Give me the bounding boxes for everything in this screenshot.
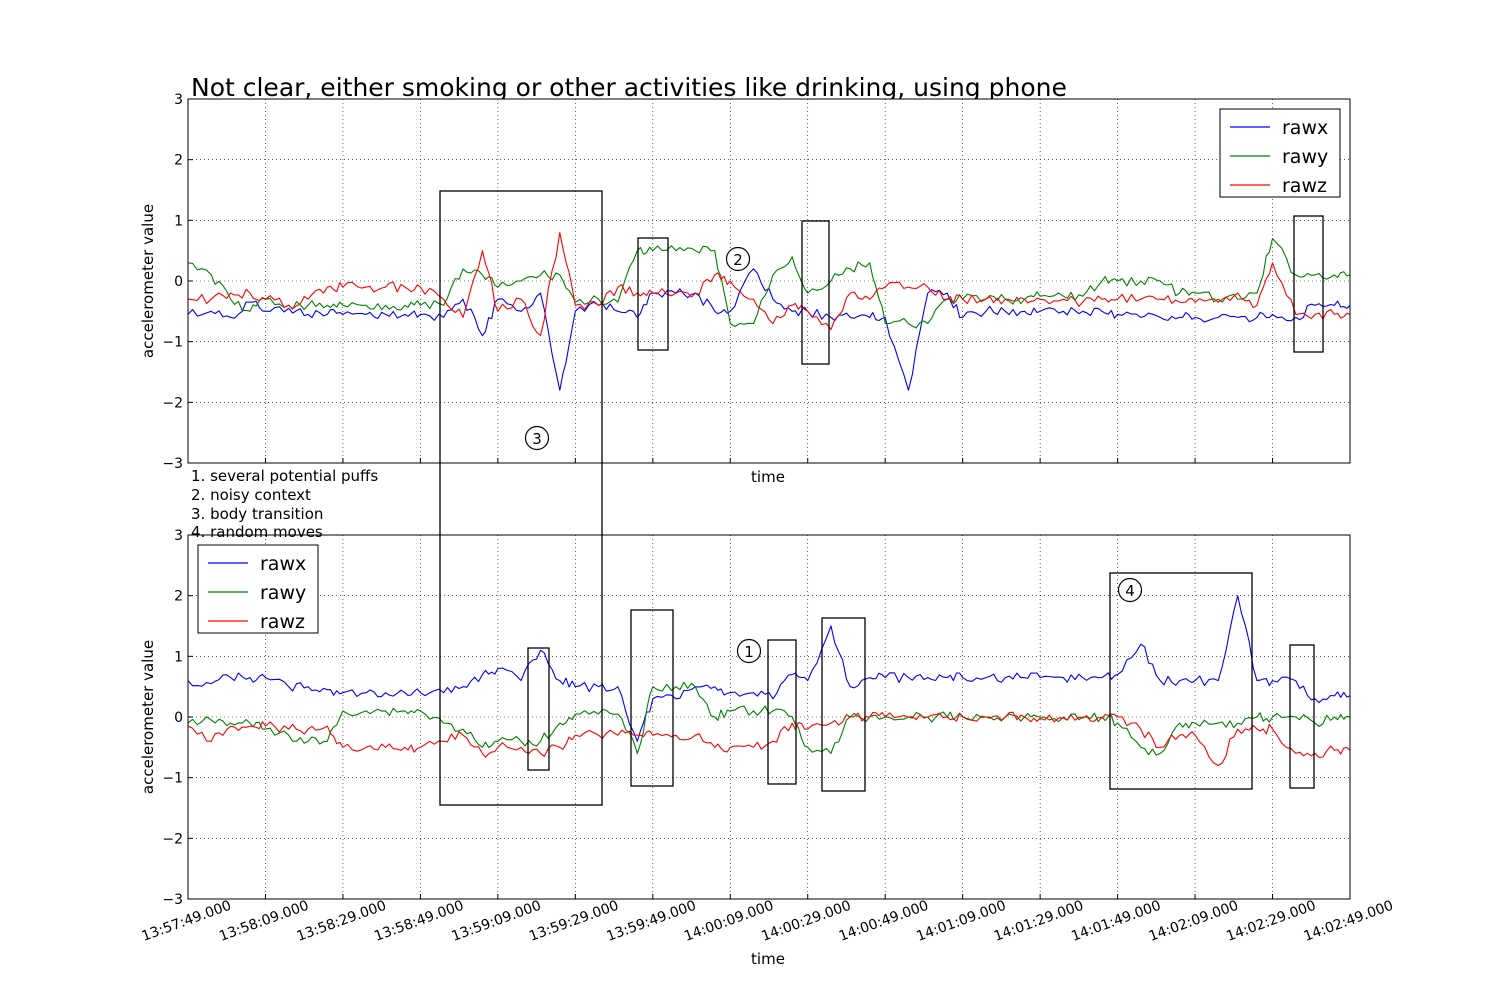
top-panel: 3 2 1 0 −1 −2 −3 accelerometer value time rawx… xyxy=(139,92,1351,486)
legend-label-rawz: rawz xyxy=(260,611,305,633)
note-2: 2. noisy context xyxy=(191,486,311,504)
box-bottom-5 xyxy=(1289,644,1315,789)
series-line-rawy xyxy=(187,237,1351,329)
bottom-y-ticks: 3 2 1 0 −1 −2 −3 xyxy=(162,528,183,908)
box-bottom-3 xyxy=(767,639,797,785)
marker-2: 2 xyxy=(725,246,751,272)
series-line-rawy xyxy=(187,681,1351,756)
top-y-ticks: 3 2 1 0 −1 −2 −3 xyxy=(162,92,183,472)
bottom-series xyxy=(187,595,1351,767)
top-legend: rawx rawy rawz xyxy=(1219,108,1341,198)
circled-markers: 2 3 1 4 xyxy=(524,246,1143,664)
note-3: 3. body transition xyxy=(191,505,323,523)
bottom-legend: rawx rawy rawz xyxy=(197,544,319,634)
marker-1: 1 xyxy=(736,638,762,664)
box-bottom-2 xyxy=(630,609,674,787)
legend-box xyxy=(1219,108,1341,198)
y-tick-label: 0 xyxy=(174,274,183,290)
y-tick-label: −2 xyxy=(162,395,183,411)
y-tick-label: 1 xyxy=(174,213,183,229)
note-4: 4. random moves xyxy=(191,523,323,541)
top-plot-frame xyxy=(187,98,1351,464)
y-tick-label: −3 xyxy=(162,456,183,472)
marker-3: 3 xyxy=(524,425,550,451)
box-top-1 xyxy=(637,237,669,351)
svg-text:2: 2 xyxy=(733,251,743,269)
svg-text:3: 3 xyxy=(532,430,542,448)
legend-label-rawx: rawx xyxy=(260,553,306,575)
svg-text:4: 4 xyxy=(1125,582,1135,600)
y-tick-label: 2 xyxy=(174,153,183,169)
series-line-rawx xyxy=(187,595,1351,742)
series-line-rawz xyxy=(187,231,1351,337)
box-top-3 xyxy=(1293,215,1324,353)
y-tick-label: −1 xyxy=(162,335,183,351)
chart-title: Not clear, either smoking or other activ… xyxy=(191,73,1067,102)
y-tick-label: 3 xyxy=(174,92,183,108)
box-random-moves xyxy=(1109,572,1253,790)
series-line-rawx xyxy=(187,268,1351,391)
y-tick-label: 1 xyxy=(174,649,183,665)
box-bottom-1 xyxy=(527,647,550,771)
y-tick-label: 2 xyxy=(174,589,183,605)
bottom-x-ticks: 13:57:49.00013:58:09.00013:58:29.00013:5… xyxy=(140,898,1396,945)
top-x-axis-label: time xyxy=(751,468,785,486)
marker-4: 4 xyxy=(1117,577,1143,603)
bottom-plot-frame xyxy=(187,534,1351,900)
box-bottom-4 xyxy=(821,617,866,792)
box-top-2 xyxy=(801,220,830,365)
y-tick-label: −1 xyxy=(162,771,183,787)
y-tick-label: 3 xyxy=(174,528,183,544)
legend-label-rawy: rawy xyxy=(260,582,306,604)
legend-label-rawy: rawy xyxy=(1282,146,1328,168)
note-1: 1. several potential puffs xyxy=(191,467,378,485)
bottom-panel: 3 2 1 0 −1 −2 −3 13:57:49.00013:58:09.00013:58… xyxy=(139,528,1396,968)
y-tick-label: −2 xyxy=(162,831,183,847)
y-tick-label: −3 xyxy=(162,892,183,908)
annotation-boxes xyxy=(439,190,1324,806)
legend-label-rawz: rawz xyxy=(1282,175,1327,197)
bottom-x-axis-label: time xyxy=(751,950,785,968)
svg-text:1: 1 xyxy=(744,643,754,661)
series-line-rawz xyxy=(187,711,1351,767)
y-tick-label: 0 xyxy=(174,710,183,726)
top-y-axis-label: accelerometer value xyxy=(139,204,157,358)
box-body-transition xyxy=(439,190,603,806)
bottom-y-axis-label: accelerometer value xyxy=(139,640,157,794)
legend-label-rawx: rawx xyxy=(1282,117,1328,139)
legend-box xyxy=(197,544,319,634)
x-tick-label: 14:02:49.000 xyxy=(1302,898,1396,945)
top-series xyxy=(187,231,1351,391)
